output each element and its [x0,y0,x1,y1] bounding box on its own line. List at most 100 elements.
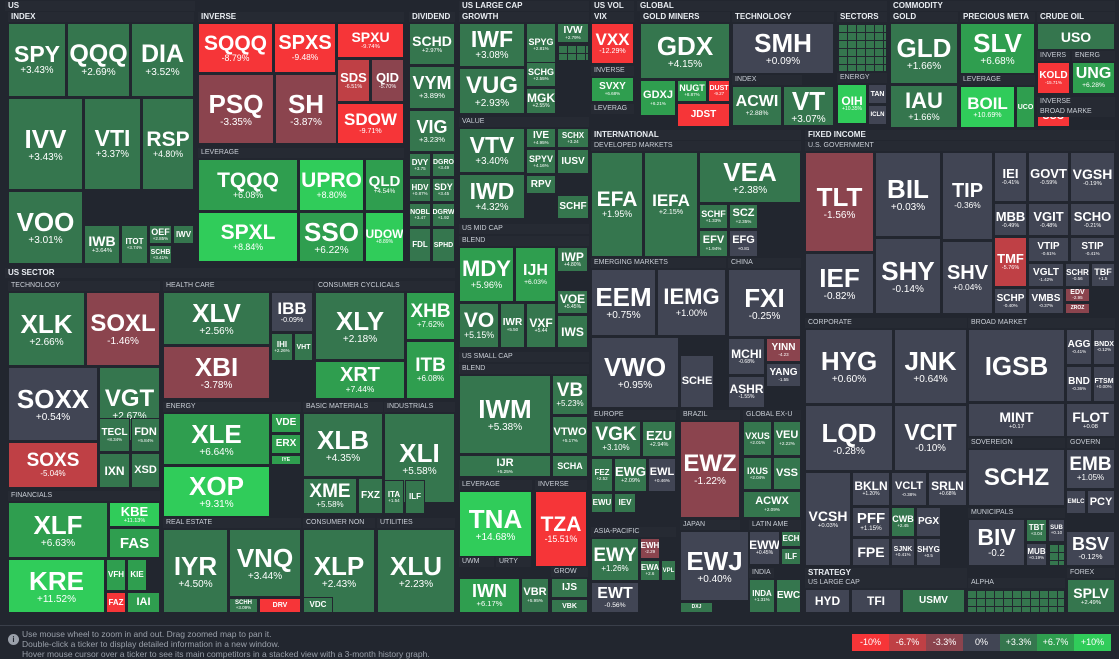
ticker-tile-ewy[interactable]: EWY +1.26% [591,538,639,581]
ticker-tile-iev[interactable]: IEV [614,493,636,513]
ticker-tile-inda[interactable]: INDA +1.31% [749,579,775,613]
ticker-tile-gld[interactable]: GLD +1.66% [890,23,958,84]
ticker-tile-pcy[interactable]: PCY [1087,490,1115,514]
ticker-tile-ewj[interactable]: EWJ +0.40% [680,531,749,601]
ticker-tile-jdst[interactable]: JDST [677,103,730,127]
ticker-tile-hdv[interactable]: HDV +0.87% [409,178,431,202]
ticker-tile-ewh[interactable]: EWH -2.29 [640,538,660,559]
ticker-tile-psq[interactable]: PSQ -3.35% [198,74,274,144]
ticker-tile-vgsh[interactable]: VGSH -0.19% [1070,152,1115,202]
section-label-energy[interactable]: ENERGY [163,402,301,412]
ticker-tile-ewu[interactable]: EWU [591,493,613,513]
ticker-tile-iwf[interactable]: IWF +3.08% [459,23,525,67]
ticker-tile-iai[interactable]: IAI [127,592,160,613]
ticker-tile-sso[interactable]: SSO +6.22% [299,212,364,262]
section-label-us-large-cap[interactable]: US LARGE CAP [459,1,589,11]
ticker-tile-scz[interactable]: SCZ +2.35% [729,204,758,229]
ticker-tile-eem[interactable]: EEM +0.75% [591,269,656,336]
ticker-tile-upro[interactable]: UPRO +8.80% [299,159,364,211]
ticker-tile-boil[interactable]: BOIL +10.69% [960,86,1015,128]
ticker-tile-mub[interactable]: MUB +0.19% [1026,543,1047,566]
ticker-tile-tna[interactable]: TNA +14.68% [459,491,532,557]
ticker-tile-itot[interactable]: ITOT +3.74% [121,225,148,264]
ticker-tile-emlc[interactable]: EMLC [1066,490,1086,514]
ticker-tile-vcsh[interactable]: VCSH +0.03% [805,472,851,566]
ticker-tile-xlp[interactable]: XLP +2.43% [303,529,375,613]
ticker-tile-vss[interactable]: VSS [773,457,801,490]
ticker-tile-xme[interactable]: XME +5.58% [303,478,357,514]
ticker-tile-vt[interactable]: VT +3.07% [783,86,834,126]
ticker-tile-yang[interactable]: YANG -1.55 [766,363,801,387]
ticker-tile-fdn[interactable]: FDN +5.84% [131,418,160,452]
ticker-tile-vgk[interactable]: VGK +3.10% [591,421,641,457]
ticker-tile-iyr[interactable]: IYR +4.50% [163,529,228,613]
ticker-tile-govt[interactable]: GOVT -0.59% [1028,152,1069,202]
ticker-tile-scha[interactable]: SCHA [552,455,588,477]
ticker-tile-qid[interactable]: QID -5.70% [371,59,404,102]
section-label-technology[interactable]: TECHNOLOGY [732,12,834,22]
section-label-blend[interactable]: BLEND [459,236,589,246]
ticker-tile-shy[interactable]: SHY -0.14% [875,238,941,314]
ticker-tile-dvy[interactable]: DVY +3.75 [409,153,431,177]
ticker-tile-iwm[interactable]: IWM +5.38% [459,375,551,454]
section-label-asia-pacific[interactable]: ASIA-PACIFIC [591,527,676,537]
ticker-tile-iwd[interactable]: IWD +4.32% [459,174,525,219]
section-label-index[interactable]: INDEX [8,12,194,22]
ticker-tile-fdl[interactable]: FDL [409,228,431,262]
ticker-tile-kre[interactable]: KRE +11.52% [8,559,105,613]
ticker-tile-ijh[interactable]: IJH +6.03% [515,247,556,302]
ticker-tile-veu[interactable]: VEU +2.22% [773,421,801,456]
ticker-tile-iusv[interactable]: IUSV [557,149,589,174]
ticker-tile-vig[interactable]: VIG +3.23% [409,110,455,152]
section-label-grow[interactable]: GROW [551,567,588,577]
ticker-tile-vtip[interactable]: VTIP -0.61% [1028,237,1069,262]
ticker-tile-iwp[interactable]: IWP +4.80% [557,247,588,272]
ticker-tile-cwb[interactable]: CWB +2.45 [891,507,915,537]
ticker-tile-mchi[interactable]: MCHI -0.68% [728,338,765,375]
section-label-gold[interactable]: GOLD [890,12,958,22]
ticker-tile-tecl[interactable]: TECL +8.34% [99,418,130,452]
ticker-tile-biv[interactable]: BIV -0.2 [968,519,1025,566]
ticker-tile-iau[interactable]: IAU +1.66% [890,85,958,128]
ticker-tile-vym[interactable]: VYM +3.89% [409,66,455,109]
ticker-tile-tlt[interactable]: TLT -1.56% [805,152,874,252]
section-label-china[interactable]: CHINA [728,258,801,268]
ticker-tile-vwo[interactable]: VWO +0.95% [591,337,679,408]
section-label-blend[interactable]: BLEND [459,364,589,374]
ticker-tile-bndx[interactable]: BNDX -0.12% [1093,329,1115,365]
ticker-tile-sh[interactable]: SH -3.87% [275,74,337,144]
ticker-tile-vde[interactable]: VDE [271,413,301,433]
ticker-tile-xhb[interactable]: XHB +7.62% [406,292,455,340]
ticker-tile-tbt[interactable]: TBT +3.04 [1026,519,1047,542]
section-label-vix[interactable]: VIX [591,12,634,22]
ticker-tile-nobl[interactable]: NOBL +3.47 [409,203,431,227]
ticker-tile-stip[interactable]: STIP -0.41% [1070,237,1115,262]
section-label-value[interactable]: VALUE [459,117,589,127]
ticker-tile-dia[interactable]: DIA +3.52% [131,23,194,97]
section-label-alpha[interactable]: ALPHA [968,578,1065,588]
ticker-tile-vpl[interactable]: VPL [661,560,676,581]
ticker-tile-svxy[interactable]: SVXY +6.68% [591,77,634,102]
ticker-tile-schr[interactable]: SCHR -0.56 [1065,263,1090,287]
ticker-tile-tbf[interactable]: TBF +1.5 [1091,263,1115,287]
ticker-tile-schg[interactable]: SCHG +2.55% [526,62,556,87]
ticker-tile-iwr[interactable]: IWR +5.50 [500,303,525,348]
section-label-inverse[interactable]: INVERSE [198,12,404,22]
ticker-tile-erx[interactable]: ERX [271,434,301,454]
ticker-tile-pgx[interactable]: PGX [916,507,941,537]
ticker-tile-qld[interactable]: QLD +4.54% [365,159,404,211]
ticker-tile-fez[interactable]: FEZ +2.52 [591,458,613,492]
ticker-tile-spxs[interactable]: SPXS -9.48% [274,23,336,73]
ticker-tile-ilf[interactable]: ILF [781,548,801,565]
ticker-tile-vbr[interactable]: VBR +5.95% [521,578,549,613]
ticker-tile-fxz[interactable]: FXZ [358,478,383,514]
ticker-tile-ashr[interactable]: ASHR -1.55% [728,376,765,408]
ticker-tile-flot[interactable]: FLOT +0.08 [1066,403,1115,437]
ticker-tile-sche[interactable]: SCHE [680,355,714,408]
ticker-tile-faz[interactable]: FAZ [106,592,126,613]
ticker-tile-tan[interactable]: TAN [868,84,887,104]
ticker-tile-dxj[interactable]: DXJ [680,602,713,613]
ticker-tile-scho[interactable]: SCHO -0.21% [1070,203,1115,236]
ticker-tile-kold[interactable]: KOLD -15.71% [1037,62,1070,94]
section-label-leverage[interactable]: LEVERAGE [960,75,1035,85]
